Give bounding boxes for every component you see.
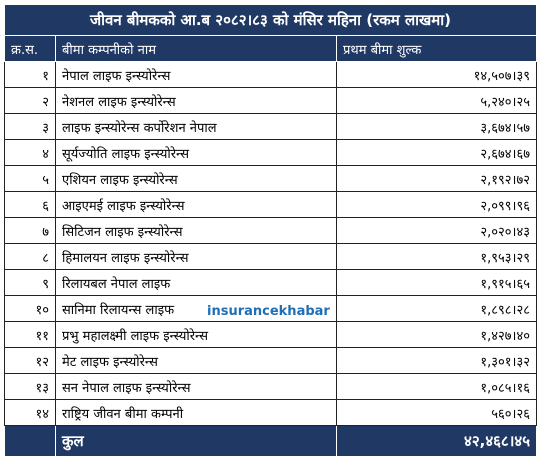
table-row: १२ मेट लाइफ इन्स्योरेन्स १,३०१।३२ [4,347,537,374]
table-title: जीवन बीमकको आ.ब २०८२।८३ को मंसिर महिना (… [4,4,537,36]
table-cell: ५६०।२६ [336,399,537,426]
table-cell: २,०९९।९६ [336,191,537,218]
table-row: ४ सूर्यज्योति लाइफ इन्स्योरेन्स २,६७४।६७ [4,139,537,166]
table-row: १४ राष्ट्रिय जीवन बीमा कम्पनी ५६०।२६ [4,399,537,426]
premium-table: जीवन बीमकको आ.ब २०८२।८३ को मंसिर महिना (… [4,4,537,457]
table-cell: २,१९२।७२ [336,165,537,192]
table-cell: एशियन लाइफ इन्स्योरेन्स [55,165,337,192]
table-cell: राष्ट्रिय जीवन बीमा कम्पनी [55,399,337,426]
table-cell: लाइफ इन्स्योरेन्स कर्पोरेशन नेपाल [55,113,337,140]
table-cell: १४,५०७।३९ [336,61,537,88]
table-cell: १,४२७।४० [336,321,537,348]
watermark: insurancekhabar [204,304,333,319]
table-cell: ५ [4,165,56,192]
table-cell: १,८९८।२८ [336,295,537,322]
table-cell: १२ [4,347,56,374]
table-cell: १ [4,61,56,88]
total-cell [4,425,56,457]
total-label: कुल [55,425,337,457]
table-cell: ११ [4,321,56,348]
table-row: ५ एशियन लाइफ इन्स्योरेन्स २,१९२।७२ [4,165,537,192]
header-cell: क्र.स. [4,35,56,62]
table-cell: सन नेपाल लाइफ इन्स्योरेन्स [55,373,337,400]
table-cell: ७ [4,217,56,244]
table-row: ९ रिलायबल नेपाल लाइफ १,९१५।६५ [4,269,537,296]
header-cell: बीमा कम्पनीको नाम [55,35,337,62]
table-cell: २,६७४।६७ [336,139,537,166]
table-row: ३ लाइफ इन्स्योरेन्स कर्पोरेशन नेपाल ३,६७४।… [4,113,537,140]
table-cell: २ [4,87,56,114]
table-cell: ४ [4,139,56,166]
table-cell: आइएमई लाइफ इन्स्योरेन्स [55,191,337,218]
table-cell: ३,६७४।५७ [336,113,537,140]
title-row: जीवन बीमकको आ.ब २०८२।८३ को मंसिर महिना (… [4,4,537,36]
table-row: २ नेशनल लाइफ इन्स्योरेन्स ५,२४०।२५ [4,87,537,114]
table-cell: ३ [4,113,56,140]
table-cell: १,०८५।१६ [336,373,537,400]
table-cell: ६ [4,191,56,218]
table-row: ६ आइएमई लाइफ इन्स्योरेन्स २,०९९।९६ [4,191,537,218]
table-row: ७ सिटिजन लाइफ इन्स्योरेन्स २,०२०।४३ [4,217,537,244]
table-cell: ९ [4,269,56,296]
table-cell: सूर्यज्योति लाइफ इन्स्योरेन्स [55,139,337,166]
table-row: ११ प्रभु महालक्ष्मी लाइफ इन्स्योरेन्स १,४२… [4,321,537,348]
table-row: ८ हिमालयन लाइफ इन्स्योरेन्स १,९५३।२९ [4,243,537,270]
table-cell: १,९५३।२९ [336,243,537,270]
header-row: क्र.स. बीमा कम्पनीको नाम प्रथम बीमा शुल्… [4,35,537,62]
total-row: कुल ४२,४६८।४५ [4,425,537,457]
table-cell: १,३०१।३२ [336,347,537,374]
table-cell: हिमालयन लाइफ इन्स्योरेन्स [55,243,337,270]
table-cell: प्रभु महालक्ष्मी लाइफ इन्स्योरेन्स [55,321,337,348]
table-cell: ८ [4,243,56,270]
table-cell: नेशनल लाइफ इन्स्योरेन्स [55,87,337,114]
table-row: १ नेपाल लाइफ इन्स्योरेन्स १४,५०७।३९ [4,61,537,88]
table-cell: ५,२४०।२५ [336,87,537,114]
table-cell: १४ [4,399,56,426]
table-cell: मेट लाइफ इन्स्योरेन्स [55,347,337,374]
total-value: ४२,४६८।४५ [336,425,537,457]
table-row: १३ सन नेपाल लाइफ इन्स्योरेन्स १,०८५।१६ [4,373,537,400]
table-cell: १,९१५।६५ [336,269,537,296]
table-cell: २,०२०।४३ [336,217,537,244]
table-cell: १३ [4,373,56,400]
table-cell: सिटिजन लाइफ इन्स्योरेन्स [55,217,337,244]
header-cell: प्रथम बीमा शुल्क [336,35,537,62]
table-cell: १० [4,295,56,322]
table-cell: नेपाल लाइफ इन्स्योरेन्स [55,61,337,88]
table-cell: रिलायबल नेपाल लाइफ [55,269,337,296]
